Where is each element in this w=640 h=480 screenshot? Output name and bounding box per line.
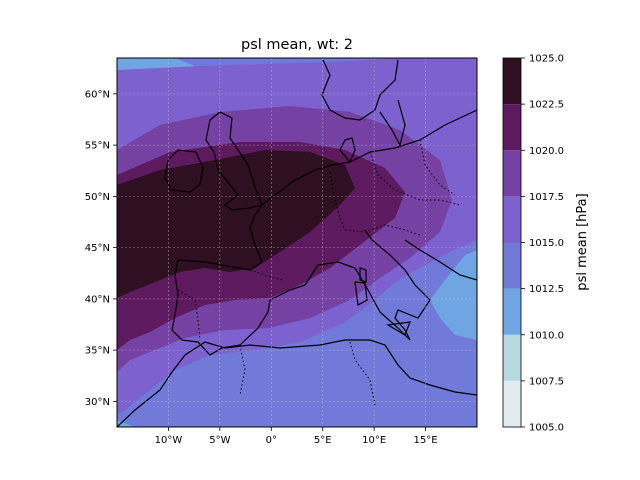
country-borders <box>177 139 461 406</box>
coastline-corsica <box>359 267 367 283</box>
gridlines <box>117 58 477 427</box>
x-tick-label: 5°E <box>314 435 332 446</box>
colorbar-tick-label: 1017.5 <box>529 192 564 203</box>
colorbar-tick-label: 1020.0 <box>529 146 564 157</box>
colorbar-band <box>503 242 521 289</box>
y-tick-label: 60°N <box>85 89 110 100</box>
colorbar-tick-label: 1005.0 <box>529 423 564 434</box>
y-tick-label: 40°N <box>85 294 110 305</box>
coastline-continental-north <box>261 109 477 206</box>
border-france-spain <box>249 269 283 281</box>
coastline-sicily <box>386 321 411 336</box>
contour-band-1025 <box>117 150 355 298</box>
x-tick-label: 10°W <box>155 435 183 446</box>
colorbar-ticks: 1005.0 1007.5 1010.0 1012.5 1015.0 1017.5 1020… <box>521 54 564 434</box>
y-tick-label: 45°N <box>85 243 110 254</box>
coastline-france-west <box>174 204 263 276</box>
colorbar-tick-label: 1025.0 <box>529 54 564 65</box>
contour-band-1012-sw <box>117 420 135 427</box>
x-axis-ticks: 10°W 5°W 0° 5°E 10°E 15°E <box>155 427 438 446</box>
border-north-africa <box>239 341 376 406</box>
x-tick-label: 15°E <box>414 435 438 446</box>
colorbar-band <box>503 288 521 335</box>
y-tick-label: 35°N <box>85 346 110 357</box>
contour-band-1012-se <box>430 250 477 340</box>
colorbar-bands <box>503 58 521 427</box>
colorbar-tick-label: 1015.0 <box>529 238 564 249</box>
x-tick-label: 0° <box>266 435 277 446</box>
y-tick-label: 55°N <box>85 141 110 152</box>
colorbar-tick-label: 1022.5 <box>529 100 564 111</box>
colorbar-band <box>503 150 521 197</box>
x-tick-label: 5°W <box>209 435 230 446</box>
map-frame <box>116 57 478 428</box>
colorbar: 1005.0 1007.5 1010.0 1012.5 1015.0 1017.5 1020… <box>502 54 590 434</box>
colorbar-tick-label: 1012.5 <box>529 284 564 295</box>
coastline-sardinia <box>354 281 368 306</box>
y-axis-ticks: 30°N 35°N 40°N 45°N 50°N 55°N 60°N <box>85 89 117 408</box>
colorbar-tick-label: 1007.5 <box>529 376 564 387</box>
border-east <box>419 139 456 196</box>
map-panel: 10°W 5°W 0° 5°E 10°E 15°E 30°N 35°N 40°N 45°N 50°… <box>85 57 478 446</box>
map-title: psl mean, wt: 2 <box>241 37 353 53</box>
y-tick-label: 50°N <box>85 192 110 203</box>
colorbar-band <box>503 334 521 381</box>
coastline-great-britain <box>205 111 263 211</box>
coastline-north-africa <box>117 339 477 427</box>
border-central-europe <box>369 151 461 206</box>
colorbar-band <box>503 380 521 427</box>
coastline-italy <box>304 229 431 341</box>
colorbar-band <box>503 104 521 151</box>
border-alps <box>344 224 421 236</box>
coastline-denmark <box>339 137 356 164</box>
x-tick-label: 10°E <box>362 435 386 446</box>
coastline-norway-sweden <box>321 59 406 147</box>
colorbar-label: psl mean [hPa] <box>575 193 590 290</box>
coastline-adriatic-balkans <box>404 239 477 281</box>
coastline-iberia <box>171 274 306 356</box>
coastlines <box>117 59 477 427</box>
colorbar-tick-label: 1010.0 <box>529 330 564 341</box>
colorbar-band <box>503 58 521 105</box>
coastline-ireland <box>164 149 204 193</box>
colorbar-band <box>503 196 521 243</box>
pressure-contours <box>117 58 477 427</box>
y-tick-label: 30°N <box>85 397 110 408</box>
